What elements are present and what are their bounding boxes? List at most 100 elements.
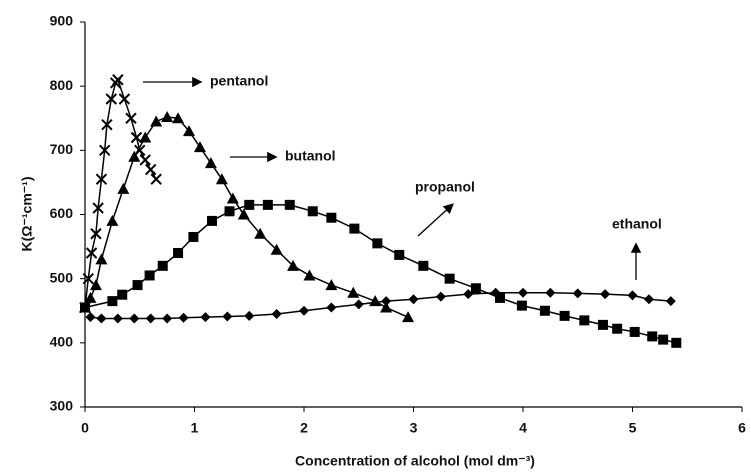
- x-tick-label: 2: [300, 420, 308, 436]
- marker: [539, 305, 550, 316]
- x-tick-label: 4: [519, 420, 527, 436]
- marker: [82, 272, 94, 285]
- marker: [572, 288, 583, 299]
- y-tick-label: 700: [50, 141, 74, 157]
- marker: [128, 150, 141, 162]
- marker: [380, 301, 393, 313]
- marker: [369, 295, 382, 307]
- marker: [173, 248, 184, 258]
- x-tick-label: 0: [81, 420, 89, 436]
- marker: [402, 311, 415, 323]
- marker: [545, 287, 556, 298]
- y-tick-label: 400: [50, 334, 74, 350]
- marker: [117, 182, 130, 194]
- x-axis-label: Concentration of alcohol (mol dm⁻³): [295, 453, 535, 469]
- y-tick-label: 800: [50, 77, 74, 93]
- marker: [106, 214, 119, 226]
- marker: [89, 279, 102, 291]
- annotation-arrow: [417, 203, 454, 237]
- marker: [303, 269, 316, 281]
- marker: [200, 312, 211, 323]
- marker: [95, 173, 108, 185]
- marker: [117, 289, 128, 300]
- marker: [284, 199, 295, 210]
- marker: [188, 231, 199, 242]
- y-tick-label: 500: [50, 269, 74, 285]
- marker: [349, 223, 360, 234]
- marker: [518, 287, 528, 298]
- marker: [222, 311, 233, 322]
- marker: [244, 199, 255, 210]
- marker: [643, 294, 654, 305]
- marker: [579, 315, 590, 326]
- marker: [95, 253, 108, 265]
- marker: [107, 296, 118, 307]
- marker: [559, 310, 570, 321]
- marker: [178, 312, 189, 323]
- marker: [90, 228, 102, 240]
- marker: [157, 260, 168, 271]
- marker: [629, 326, 640, 337]
- marker: [435, 291, 446, 302]
- marker: [79, 301, 91, 314]
- marker: [408, 294, 419, 305]
- marker: [150, 115, 163, 127]
- marker: [125, 112, 137, 124]
- series-line: [84, 116, 409, 318]
- marker: [262, 199, 273, 210]
- marker: [215, 173, 228, 185]
- y-tick-label: 900: [50, 13, 74, 29]
- marker: [658, 334, 669, 345]
- marker: [254, 227, 267, 239]
- marker: [244, 310, 255, 321]
- marker: [495, 292, 506, 303]
- marker: [96, 313, 107, 324]
- marker: [597, 319, 608, 330]
- marker: [99, 144, 111, 157]
- marker: [85, 312, 96, 323]
- marker: [145, 313, 156, 324]
- marker: [463, 289, 474, 300]
- marker: [372, 238, 383, 249]
- marker: [101, 118, 113, 131]
- marker: [161, 110, 174, 122]
- marker: [612, 323, 623, 334]
- series-label: ethanol: [612, 216, 662, 232]
- marker: [444, 273, 455, 284]
- x-tick-label: 1: [191, 420, 199, 436]
- marker: [418, 260, 429, 271]
- series-label: propanol: [415, 179, 475, 195]
- marker: [129, 313, 140, 324]
- marker: [134, 144, 146, 157]
- marker: [144, 163, 157, 176]
- marker: [204, 157, 217, 169]
- marker: [105, 93, 117, 105]
- marker: [92, 202, 104, 214]
- marker: [326, 212, 337, 223]
- marker: [237, 208, 250, 220]
- marker: [627, 290, 638, 301]
- marker: [470, 283, 481, 294]
- marker: [665, 296, 676, 307]
- marker: [307, 206, 318, 217]
- marker: [394, 249, 405, 260]
- series-label: pentanol: [210, 73, 268, 89]
- marker: [172, 112, 185, 124]
- x-tick-label: 5: [629, 420, 637, 436]
- marker: [516, 300, 527, 311]
- marker: [85, 247, 98, 259]
- marker: [130, 131, 143, 144]
- marker: [112, 74, 124, 86]
- marker: [112, 313, 123, 324]
- x-tick-label: 3: [410, 420, 418, 436]
- marker: [271, 308, 282, 319]
- marker: [287, 259, 300, 271]
- marker: [224, 206, 235, 217]
- marker: [139, 154, 151, 166]
- y-axis-label: K(Ω⁻¹cm⁻¹): [19, 177, 35, 252]
- marker: [207, 215, 218, 226]
- marker: [139, 131, 152, 143]
- marker: [118, 93, 131, 105]
- y-tick-label: 300: [50, 398, 74, 414]
- marker: [381, 296, 392, 307]
